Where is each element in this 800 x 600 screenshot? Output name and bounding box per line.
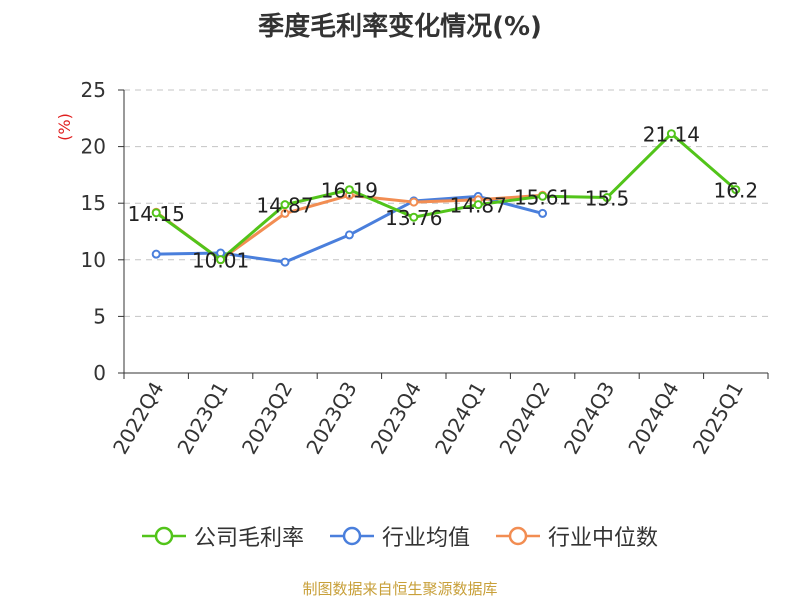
x-tick-label: 2023Q3 bbox=[301, 378, 361, 459]
data-point bbox=[344, 185, 354, 195]
data-point bbox=[731, 185, 741, 195]
legend-symbol-company bbox=[141, 526, 186, 546]
legend-item-company[interactable]: 公司毛利率 bbox=[141, 520, 304, 552]
series-line bbox=[155, 132, 737, 262]
y-axis-label: (%) bbox=[55, 113, 74, 141]
chart-title: 季度毛利率变化情况(%) bbox=[258, 12, 542, 42]
data-point bbox=[280, 200, 290, 210]
data-point bbox=[538, 191, 548, 201]
data-point bbox=[280, 257, 290, 267]
data-point bbox=[151, 249, 161, 259]
y-tick-label: 5 bbox=[93, 304, 106, 328]
x-tick-label: 2025Q1 bbox=[688, 378, 748, 459]
data-label: 15.5 bbox=[585, 187, 630, 211]
data-label: 13.76 bbox=[385, 206, 442, 230]
legend-label-company: 公司毛利率 bbox=[193, 526, 304, 551]
x-tick-label: 2022Q4 bbox=[108, 378, 168, 459]
data-point bbox=[280, 208, 290, 218]
data-point bbox=[538, 208, 548, 218]
x-tick-label: 2024Q2 bbox=[494, 378, 554, 459]
data-label: 15.61 bbox=[514, 185, 571, 209]
x-tick-label: 2024Q1 bbox=[430, 378, 490, 459]
data-label: 21.14 bbox=[643, 123, 700, 147]
y-tick-label: 25 bbox=[81, 78, 106, 102]
data-label: 14.87 bbox=[256, 194, 313, 218]
x-tick-label: 2023Q4 bbox=[366, 378, 426, 459]
legend-symbol-industry-median bbox=[496, 526, 540, 546]
legend-label-industry-median: 行业中位数 bbox=[548, 526, 659, 551]
legend-label-industry-mean: 行业均值 bbox=[381, 526, 470, 551]
data-point bbox=[409, 197, 419, 207]
data-point bbox=[666, 129, 676, 139]
y-tick-label: 15 bbox=[81, 191, 106, 215]
data-label: 14.15 bbox=[128, 202, 185, 226]
data-point bbox=[602, 193, 612, 203]
legend-item-industry-median[interactable]: 行业中位数 bbox=[496, 520, 658, 552]
x-tick-label: 2024Q4 bbox=[623, 378, 683, 459]
data-point bbox=[216, 255, 226, 265]
data-point bbox=[151, 208, 161, 218]
y-tick-label: 20 bbox=[81, 135, 106, 159]
data-label: 16.19 bbox=[321, 179, 378, 203]
data-label: 10.01 bbox=[192, 249, 249, 273]
data-point bbox=[473, 200, 483, 210]
data-label: 14.87 bbox=[450, 194, 507, 218]
data-label: 16.2 bbox=[714, 179, 759, 203]
x-tick-label: 2024Q3 bbox=[559, 378, 619, 459]
chart-legend: 公司毛利率 行业均值 行业中位数 bbox=[0, 520, 800, 552]
source-footer: 制图数据来自恒生聚源数据库 bbox=[302, 580, 498, 598]
data-point bbox=[344, 230, 354, 240]
legend-item-industry-mean[interactable]: 行业均值 bbox=[329, 520, 470, 552]
y-tick-label: 10 bbox=[81, 248, 106, 272]
legend-symbol-industry-mean bbox=[329, 526, 374, 546]
data-point bbox=[409, 212, 419, 222]
x-tick-label: 2023Q1 bbox=[172, 378, 232, 459]
y-tick-label: 0 bbox=[93, 361, 106, 385]
x-tick-label: 2023Q2 bbox=[237, 378, 297, 459]
